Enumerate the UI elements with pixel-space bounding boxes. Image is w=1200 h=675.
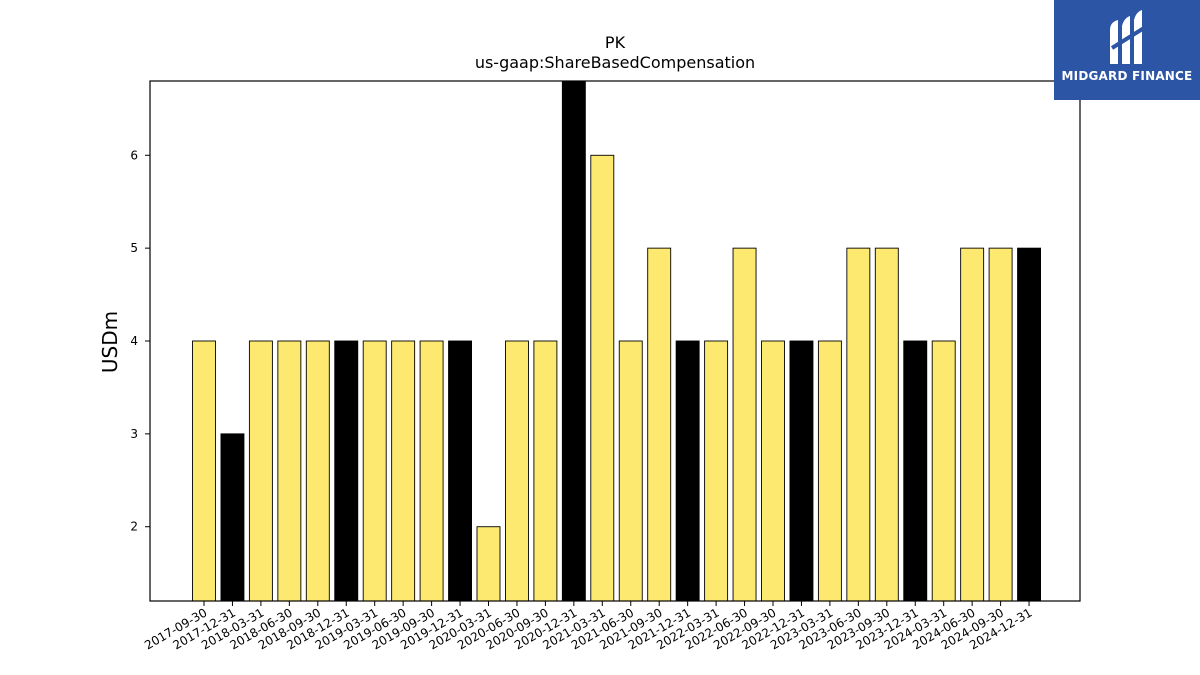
bar-2018-03-31	[248, 340, 273, 602]
bar-2021-09-30	[647, 247, 672, 602]
bar-2022-09-30	[761, 340, 785, 602]
bar-2021-12-31	[675, 340, 700, 602]
bar-2020-12-31	[561, 80, 586, 602]
bar-2018-09-30	[305, 340, 330, 602]
chart-title: PK	[605, 33, 626, 52]
bar-2021-03-31	[590, 154, 615, 602]
y-tick-label: 6	[130, 148, 138, 162]
bar-2024-09-30	[988, 247, 1013, 602]
bars-group	[192, 80, 1041, 602]
y-ticks-group: 2 3 4 5 6	[130, 148, 150, 534]
chart-subtitle: us-gaap:ShareBasedCompensation	[475, 53, 755, 72]
bar-2024-06-30	[960, 247, 985, 602]
bar-2023-12-31	[903, 340, 928, 602]
bar-2019-09-30	[419, 340, 444, 602]
bar-2018-06-30	[277, 340, 302, 602]
bar-2017-09-30	[192, 340, 216, 602]
bar-2024-12-31	[1017, 247, 1041, 602]
bar-2017-12-31	[220, 433, 245, 602]
bar-2019-12-31	[448, 340, 472, 602]
y-axis-label: USDm	[98, 311, 122, 373]
bar-2018-12-31	[334, 340, 359, 602]
y-tick-label: 3	[130, 427, 138, 441]
midgard-finance-logo: MIDGARD FINANCE	[1054, 0, 1200, 100]
bar-2023-09-30	[874, 247, 899, 602]
bar-2022-03-31	[704, 340, 729, 602]
bar-2023-06-30	[846, 247, 871, 602]
bar-2023-03-31	[817, 340, 842, 602]
bar-2020-09-30	[533, 340, 558, 602]
y-tick-label: 5	[130, 241, 138, 255]
bar-2020-06-30	[505, 340, 529, 602]
bar-2022-06-30	[732, 247, 757, 602]
bar-2019-03-31	[362, 340, 387, 602]
y-tick-label: 4	[130, 334, 138, 348]
logo-mark-icon	[1110, 10, 1146, 64]
x-ticks-group: 2017-09-302017-12-312018-03-312018-06-30…	[142, 601, 1035, 652]
bar-2021-06-30	[618, 340, 643, 602]
bar-2020-03-31	[476, 526, 501, 602]
bar-2024-03-31	[931, 340, 956, 602]
y-tick-label: 2	[130, 520, 138, 534]
plot-frame	[149, 80, 1081, 602]
bar-2019-06-30	[391, 340, 416, 602]
logo-text: MIDGARD FINANCE	[1061, 69, 1193, 83]
bar-2022-12-31	[789, 340, 814, 602]
